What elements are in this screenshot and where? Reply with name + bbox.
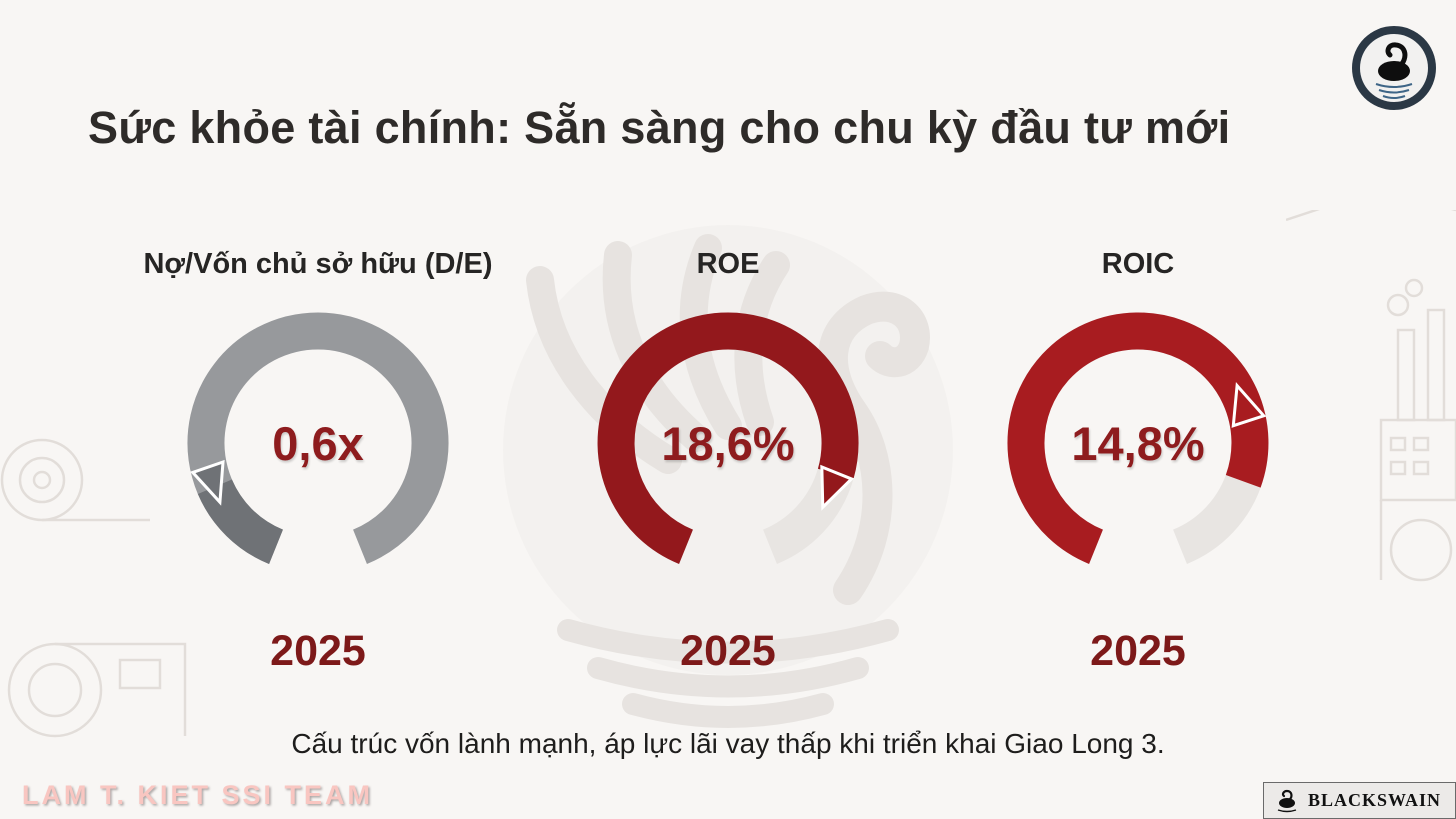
- metric-label-roic: ROIC: [1101, 248, 1175, 280]
- metric-label-roe: ROE: [696, 248, 760, 280]
- gauge-chart-roe: [597, 312, 859, 564]
- gauge-pointer-icon: [820, 464, 855, 511]
- gauge-chart-de: [187, 312, 449, 564]
- blackswan-logo-icon: [1352, 26, 1436, 110]
- gauge-pointer-icon: [190, 459, 225, 506]
- gauge-column-roic: ROIC 14,8% 2025: [938, 248, 1338, 676]
- factory-doodle: [1286, 210, 1456, 582]
- gauge-year-roe: 2025: [680, 627, 776, 675]
- brand-name: BLACKSWAIN: [1307, 790, 1441, 810]
- gauge-value-de: 0,6x: [272, 416, 364, 470]
- brand-badge: BLACKSWAIN: [1262, 782, 1456, 819]
- brand-swan-icon: [1277, 789, 1297, 812]
- gauge-year-roic: 2025: [1090, 627, 1186, 675]
- slide-caption: Cấu trúc vốn lành mạnh, áp lực lãi vay t…: [291, 728, 1165, 759]
- gauge-chart-roic: [1007, 312, 1269, 564]
- gauge-value-roic: 14,8%: [1071, 416, 1205, 470]
- gauge-year-de: 2025: [270, 627, 366, 675]
- gauge-pointer-icon: [1231, 381, 1267, 428]
- gauge-column-roe: ROE 18,6% 2025: [528, 248, 928, 676]
- metric-label-de: Nợ/Vốn chủ sở hữu (D/E): [143, 248, 493, 280]
- gauge-value-roe: 18,6%: [661, 416, 795, 470]
- gauge-column-de: Nợ/Vốn chủ sở hữu (D/E) 0,6x 2025: [118, 248, 518, 676]
- gauge-roe: 18,6%: [578, 293, 878, 593]
- gauge-roic: 14,8%: [988, 293, 1288, 593]
- gauge-columns: Nợ/Vốn chủ sở hữu (D/E) 0,6x 2025 ROE 18…: [0, 248, 1456, 676]
- author-watermark: LAM T. KIET SSI TEAM: [22, 780, 374, 810]
- gauge-fill: [597, 312, 859, 564]
- gauge-de: 0,6x: [168, 293, 468, 593]
- slide-title: Sức khỏe tài chính: Sẵn sàng cho chu kỳ …: [88, 102, 1231, 153]
- rolls-doodle: [0, 438, 187, 738]
